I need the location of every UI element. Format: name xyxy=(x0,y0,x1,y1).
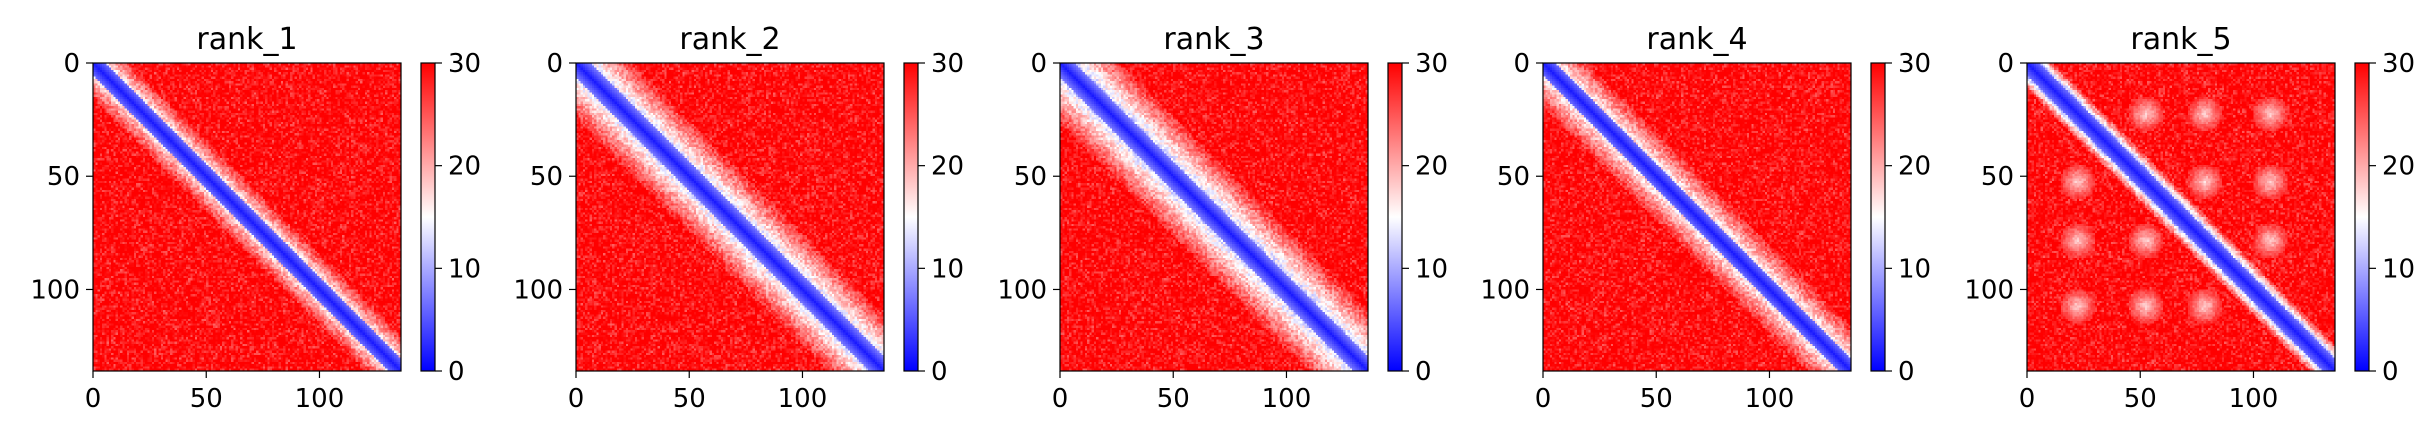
colorbar-tick-label: 20 xyxy=(931,152,964,182)
y-tick-label: 0 xyxy=(63,49,80,79)
plot-frame xyxy=(1059,62,1369,372)
colorbar-tick-label: 30 xyxy=(931,49,964,79)
colorbar-tick-label: 20 xyxy=(2382,152,2415,182)
y-tick-label: 50 xyxy=(47,162,80,192)
x-tick-label: 100 xyxy=(778,384,828,414)
heatmap-image xyxy=(1543,63,1851,371)
y-tick-label: 100 xyxy=(997,275,1047,305)
x-tick-label: 0 xyxy=(85,384,102,414)
colorbar-tick-label: 10 xyxy=(931,254,964,284)
y-tick-label: 50 xyxy=(1497,162,1530,192)
y-tick-label: 100 xyxy=(30,275,80,305)
x-tick-label: 0 xyxy=(1535,384,1552,414)
colorbar-frame xyxy=(1870,62,1886,372)
y-tick-label: 0 xyxy=(1513,49,1530,79)
x-tick-label: 100 xyxy=(2229,384,2279,414)
colorbar-tick-label: 20 xyxy=(448,152,481,182)
subplot-rank_4: rank_4 0 50 100 0 50 100 0 10 20 30 xyxy=(1480,22,1931,414)
plot-frame xyxy=(92,62,402,372)
colorbar-tick-label: 0 xyxy=(1415,357,1432,387)
colorbar-frame xyxy=(420,62,436,372)
colorbar xyxy=(904,63,918,371)
subplot-rank_1: rank_1 0 50 100 0 50 100 0 10 20 30 xyxy=(30,22,481,414)
x-tick-label: 50 xyxy=(1157,384,1190,414)
colorbar-tick-label: 20 xyxy=(1898,152,1931,182)
y-tick-label: 0 xyxy=(1997,49,2014,79)
x-tick-label: 0 xyxy=(568,384,585,414)
chart-title: rank_5 xyxy=(2130,22,2231,57)
chart-title: rank_1 xyxy=(196,22,297,57)
colorbar-tick-label: 0 xyxy=(448,357,465,387)
plot-frame xyxy=(2026,62,2336,372)
subplot-rank_3: rank_3 0 50 100 0 50 100 0 10 20 30 xyxy=(997,22,1448,414)
y-tick-label: 0 xyxy=(1030,49,1047,79)
heatmap-image xyxy=(576,63,884,371)
colorbar-frame xyxy=(903,62,919,372)
colorbar-frame xyxy=(2354,62,2370,372)
x-tick-label: 0 xyxy=(1052,384,1069,414)
colorbar xyxy=(421,63,435,371)
colorbar-tick-label: 10 xyxy=(1415,254,1448,284)
y-tick-label: 100 xyxy=(1964,275,2014,305)
subplot-rank_5: rank_5 0 50 100 0 50 100 0 10 20 30 xyxy=(1964,22,2415,414)
colorbar-tick-label: 30 xyxy=(2382,49,2415,79)
y-tick-label: 100 xyxy=(513,275,563,305)
x-tick-label: 50 xyxy=(190,384,223,414)
colorbar-tick-label: 30 xyxy=(1898,49,1931,79)
colorbar-tick-label: 30 xyxy=(448,49,481,79)
colorbar-tick-label: 10 xyxy=(448,254,481,284)
heatmap-image xyxy=(1060,63,1368,371)
colorbar-tick-label: 0 xyxy=(1898,357,1915,387)
y-tick-label: 0 xyxy=(546,49,563,79)
colorbar-tick-label: 10 xyxy=(2382,254,2415,284)
x-tick-label: 50 xyxy=(1640,384,1673,414)
y-tick-label: 50 xyxy=(1014,162,1047,192)
y-tick-label: 100 xyxy=(1480,275,1530,305)
heatmap-image xyxy=(2027,63,2335,371)
chart-title: rank_3 xyxy=(1163,22,1264,57)
colorbar-tick-label: 20 xyxy=(1415,152,1448,182)
plot-frame xyxy=(1542,62,1852,372)
colorbar-frame xyxy=(1387,62,1403,372)
subplot-rank_2: rank_2 0 50 100 0 50 100 0 10 20 30 xyxy=(513,22,964,414)
x-tick-label: 100 xyxy=(295,384,345,414)
heatmap-image xyxy=(93,63,401,371)
y-tick-label: 50 xyxy=(1981,162,2014,192)
colorbar-tick-label: 30 xyxy=(1415,49,1448,79)
colorbar-tick-label: 10 xyxy=(1898,254,1931,284)
chart-title: rank_4 xyxy=(1646,22,1747,57)
x-tick-label: 50 xyxy=(673,384,706,414)
x-tick-label: 100 xyxy=(1745,384,1795,414)
x-tick-label: 0 xyxy=(2019,384,2036,414)
x-tick-label: 100 xyxy=(1262,384,1312,414)
x-tick-label: 50 xyxy=(2124,384,2157,414)
plot-frame xyxy=(575,62,885,372)
chart-title: rank_2 xyxy=(679,22,780,57)
colorbar xyxy=(2355,63,2369,371)
colorbar-tick-label: 0 xyxy=(931,357,948,387)
colorbar xyxy=(1871,63,1885,371)
colorbar xyxy=(1388,63,1402,371)
colorbar-tick-label: 0 xyxy=(2382,357,2399,387)
y-tick-label: 50 xyxy=(530,162,563,192)
